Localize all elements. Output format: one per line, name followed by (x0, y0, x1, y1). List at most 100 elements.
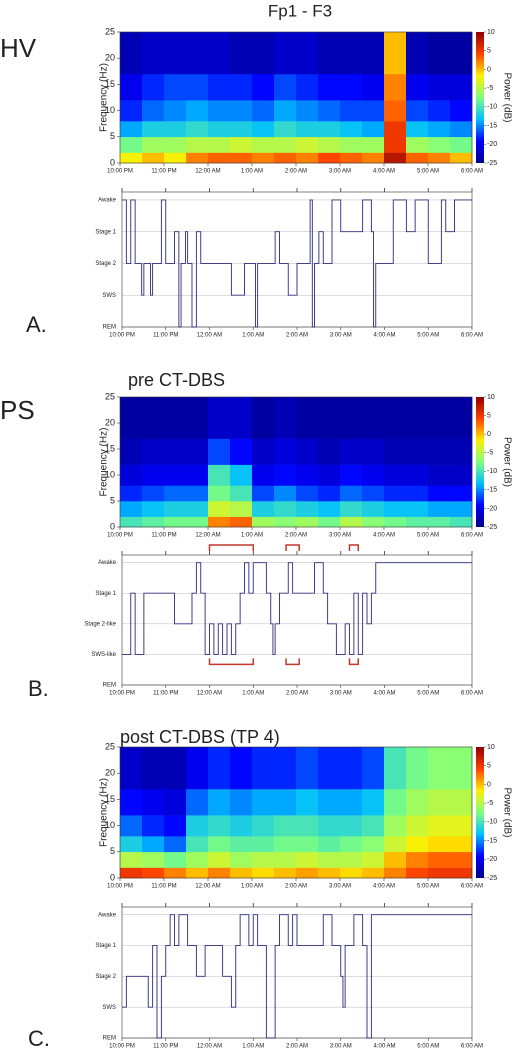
heatmap-cell (142, 788, 165, 816)
x-tick-label: 4:00 AM (373, 691, 395, 697)
heatmap-cell (362, 100, 385, 122)
heatmap-cell (318, 152, 341, 164)
heatmap-cell (428, 438, 451, 465)
heatmap-cell (428, 815, 451, 837)
y-tick-label: Awake (98, 198, 117, 204)
heatmap-cell (384, 464, 407, 486)
heatmap-cell (274, 32, 297, 75)
y-tick-label: 20 (105, 417, 115, 427)
heatmap-cell (186, 464, 209, 486)
heatmap-cell (142, 121, 165, 138)
y-tick-label: Stage 1 (95, 943, 116, 949)
heatmap-cell (186, 815, 209, 837)
heatmap-cell (274, 121, 297, 138)
heatmap-cell (318, 815, 341, 837)
y-tick-label: 15 (105, 443, 115, 453)
y-tick-label: 25 (105, 26, 115, 36)
heatmap-cell (142, 32, 165, 75)
heatmap-cell (186, 438, 209, 465)
heatmap-cell (142, 438, 165, 465)
colorbar-label: Power (dB) (501, 787, 512, 837)
heatmap-cell (318, 485, 341, 502)
heatmap-cell (428, 851, 451, 868)
heatmap-cell (230, 836, 253, 853)
heatmap-cell (252, 100, 275, 122)
heatmap-cell (186, 485, 209, 502)
heatmap-cell (230, 464, 253, 486)
y-tick-label: 15 (105, 79, 115, 89)
heatmap-cell (428, 397, 451, 439)
heatmap-cell (340, 121, 363, 138)
heatmap-cell (208, 397, 231, 439)
heatmap-cell (340, 867, 363, 879)
heatmap-cell (164, 815, 187, 837)
colorbar-tick-label: -5 (487, 85, 493, 92)
heatmap-cell (164, 121, 187, 138)
x-tick-label: 12:00 AM (195, 533, 220, 539)
heatmap-cell (296, 73, 319, 101)
heatmap-cell (120, 815, 143, 837)
colorbar-tick-label: 0 (487, 66, 491, 73)
heatmap-cell (274, 136, 297, 153)
heatmap-cell (186, 121, 209, 138)
heatmap-cell (274, 438, 297, 465)
heatmap-cell (384, 788, 407, 816)
x-tick-label: 10:00 PM (109, 333, 135, 339)
y-tick-label: 5 (110, 495, 115, 505)
heatmap-cell (208, 73, 231, 101)
heatmap-cell (362, 747, 385, 790)
heatmap-cell (340, 73, 363, 101)
heatmap-cell (186, 100, 209, 122)
heatmap-cell (230, 121, 253, 138)
heatmap-cell (384, 121, 407, 138)
heatmap-cell (318, 788, 341, 816)
heatmap-cell (230, 438, 253, 465)
heatmap-cell (208, 836, 231, 853)
heatmap-cell (406, 485, 429, 502)
heatmap-cell (208, 867, 231, 879)
heatmap-cell (362, 32, 385, 75)
heatmap-cell (230, 516, 253, 528)
chart-title: post CT-DBS (TP 4) (120, 727, 280, 747)
heatmap-cell (362, 136, 385, 153)
heatmap-cell (384, 397, 407, 439)
heatmap-cell (186, 851, 209, 868)
plot-frame (121, 554, 473, 686)
x-tick-label: 5:00 AM (417, 691, 439, 697)
heatmap-cell (296, 136, 319, 153)
heatmap-cell (428, 32, 451, 75)
x-tick-label: 2:00 AM (285, 169, 307, 175)
heatmap-cell (428, 100, 451, 122)
heatmap-cell (230, 747, 253, 790)
heatmap-cell (450, 501, 473, 517)
heatmap-cell (274, 851, 297, 868)
group-label: PS (0, 395, 35, 425)
heatmap-cell (164, 32, 187, 75)
highlight-bracket (208, 544, 254, 551)
heatmap-cell (318, 851, 341, 868)
heatmap-cell (186, 501, 209, 517)
heatmap-cell (164, 851, 187, 868)
heatmap-cell (164, 464, 187, 486)
y-axis-label: Frequency (Hz) (99, 428, 110, 497)
heatmap-cell (208, 100, 231, 122)
heatmap-cell (274, 73, 297, 101)
x-tick-label: 6:00 AM (461, 333, 483, 339)
heatmap-cell (450, 851, 473, 868)
heatmap-cell (230, 788, 253, 816)
y-tick-label: 10 (105, 105, 115, 115)
heatmap-cell (296, 867, 319, 879)
hypnogram-line (122, 914, 472, 1039)
heatmap-cell (450, 836, 473, 853)
heatmap-cell (142, 136, 165, 153)
colorbar-tick-label: -15 (487, 837, 497, 844)
heatmap-cell (362, 397, 385, 439)
x-tick-label: 3:00 AM (329, 169, 351, 175)
heatmap-cell (230, 815, 253, 837)
heatmap-cell (384, 516, 407, 528)
heatmap-cell (252, 788, 275, 816)
heatmap-cell (164, 73, 187, 101)
heatmap-cell (120, 851, 143, 868)
heatmap-cell (164, 152, 187, 164)
y-tick-label: SWS (102, 293, 116, 299)
